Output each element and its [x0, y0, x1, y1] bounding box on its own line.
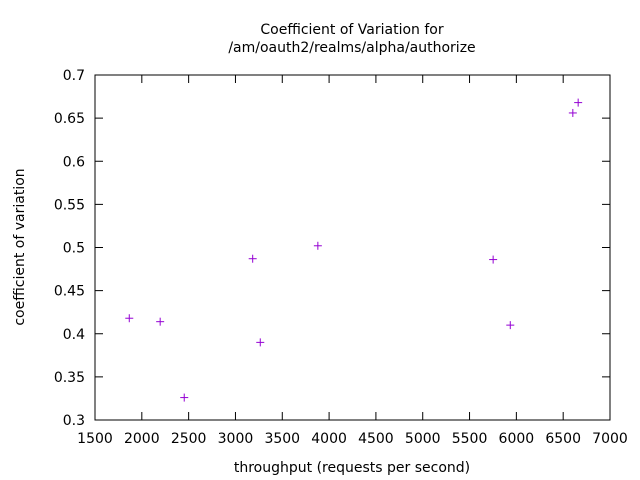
x-tick-label: 7000	[592, 431, 628, 447]
data-point	[568, 108, 577, 117]
y-tick-label: 0.55	[54, 197, 85, 213]
y-tick-label: 0.45	[54, 284, 85, 300]
data-points	[125, 98, 583, 402]
y-tick-label: 0.5	[63, 241, 85, 257]
x-tick-label: 1500	[77, 431, 113, 447]
data-point	[256, 338, 265, 347]
x-tick-label: 5500	[452, 431, 488, 447]
chart-title: Coefficient of Variation for /am/oauth2/…	[228, 22, 475, 56]
x-axis-label: throughput (requests per second)	[234, 460, 470, 476]
chart-title-line-2: /am/oauth2/realms/alpha/authorize	[228, 40, 475, 56]
data-point	[574, 98, 583, 107]
y-tick-label: 0.3	[63, 413, 85, 429]
y-tick-label: 0.65	[54, 111, 85, 127]
x-tick-label: 3500	[264, 431, 300, 447]
y-tick-label: 0.4	[63, 327, 85, 343]
data-point	[248, 254, 257, 263]
data-point	[180, 393, 189, 402]
data-point	[506, 321, 515, 330]
y-tick-label: 0.7	[63, 68, 85, 84]
y-axis-label: coefficient of variation	[12, 168, 28, 325]
data-point	[125, 314, 134, 323]
x-axis-ticks: 1500 2000 2500 3000 3500 4000 4500 5000 5500 6000…	[77, 75, 628, 447]
chart-title-line-1: Coefficient of Variation for	[260, 22, 444, 38]
x-tick-label: 6000	[499, 431, 535, 447]
x-tick-label: 2000	[124, 431, 160, 447]
data-point	[156, 317, 165, 326]
y-tick-label: 0.35	[54, 370, 85, 386]
y-axis-ticks: 0.3 0.35 0.4 0.45 0.5 0.55 0.6 0.65 0.7	[54, 68, 610, 429]
data-point	[489, 255, 498, 264]
x-tick-label: 5000	[405, 431, 441, 447]
x-tick-label: 6500	[545, 431, 581, 447]
y-tick-label: 0.6	[63, 154, 85, 170]
plot-area-frame	[94, 74, 611, 421]
data-point	[313, 241, 322, 250]
x-tick-label: 4000	[311, 431, 347, 447]
x-tick-label: 2500	[171, 431, 207, 447]
x-tick-label: 3000	[218, 431, 254, 447]
x-tick-label: 4500	[358, 431, 394, 447]
